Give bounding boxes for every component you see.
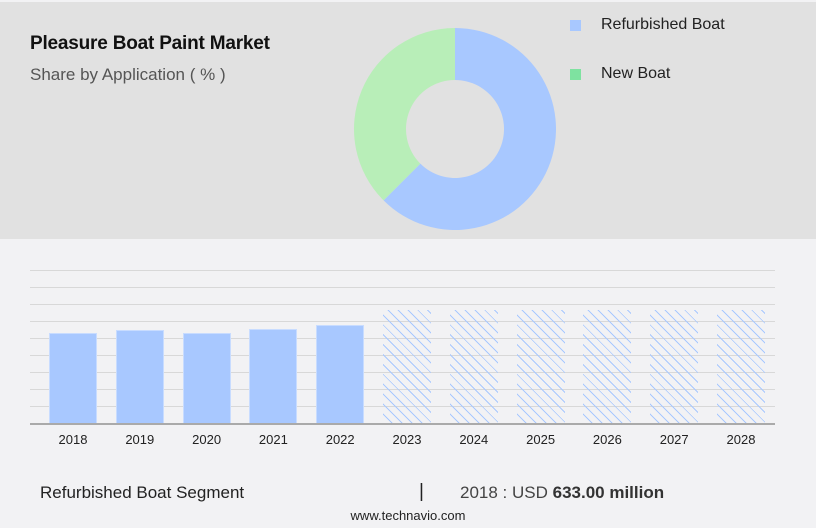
donut-segment-refurbished-boat xyxy=(383,28,556,231)
x-tick-label: 2019 xyxy=(125,432,155,447)
segment-amount: 633.00 million xyxy=(552,483,665,502)
segment-year: 2018 : USD xyxy=(460,483,553,502)
legend-item-refurbished-boat: Refurbished Boat xyxy=(570,16,725,34)
x-tick-label: 2023 xyxy=(392,432,422,447)
segment-value: 2018 : USD 633.00 million xyxy=(460,483,664,503)
chart-title: Pleasure Boat Paint Market xyxy=(30,33,270,54)
legend-label: New Boat xyxy=(601,65,671,82)
source-url: www.technavio.com xyxy=(350,508,466,523)
donut-segment-new-boat xyxy=(354,28,455,201)
x-tick-label: 2022 xyxy=(325,432,355,447)
chart-subtitle: Share by Application ( % ) xyxy=(30,65,226,84)
x-tick-label: 2028 xyxy=(726,432,756,447)
donut-chart xyxy=(354,28,556,231)
bar-2021 xyxy=(249,328,298,423)
x-tick-label: 2021 xyxy=(258,432,288,447)
gridline xyxy=(30,287,775,288)
legend-swatch-icon xyxy=(570,68,581,80)
legend-swatch-icon xyxy=(570,19,581,31)
x-tick-label: 2018 xyxy=(58,432,88,447)
x-tick-label: 2025 xyxy=(526,432,556,447)
bar-2028 xyxy=(717,309,765,423)
bar-2019 xyxy=(115,329,164,423)
x-tick-label: 2026 xyxy=(592,432,622,447)
x-axis xyxy=(30,423,775,425)
bar-2024 xyxy=(449,309,498,423)
segment-label: Refurbished Boat Segment xyxy=(40,483,245,502)
legend-label: Refurbished Boat xyxy=(601,16,725,33)
bar-2020 xyxy=(182,333,231,423)
footer-separator: | xyxy=(419,481,424,502)
x-tick-label: 2020 xyxy=(192,432,222,447)
legend-item-new-boat: New Boat xyxy=(570,65,670,83)
bar-2018 xyxy=(49,333,97,423)
bar-2026 xyxy=(583,309,632,423)
bar-2022 xyxy=(316,325,365,423)
bar-2025 xyxy=(516,309,565,423)
x-tick-label: 2024 xyxy=(459,432,489,447)
x-tick-label: 2027 xyxy=(659,432,689,447)
bar-2027 xyxy=(650,309,699,423)
bar-2023 xyxy=(383,309,431,423)
gridline xyxy=(30,270,775,271)
gridline xyxy=(30,304,775,305)
